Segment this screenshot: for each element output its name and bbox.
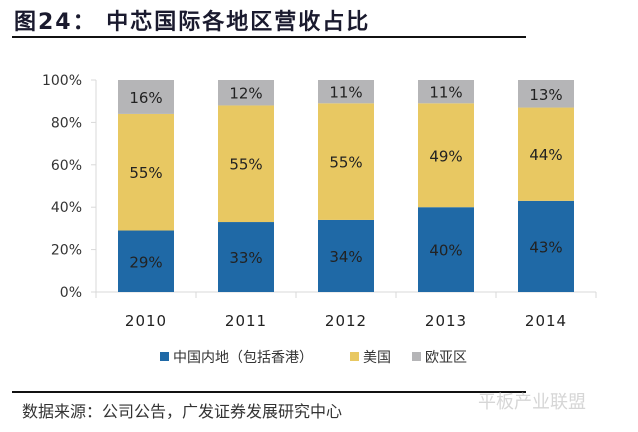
- data-label: 11%: [329, 84, 362, 102]
- bar-segment: [118, 113, 174, 231]
- bar-segment: [518, 80, 574, 108]
- bar-segment: [118, 230, 174, 292]
- y-tick-label: 100%: [42, 73, 82, 89]
- x-tick-label: 2012: [325, 312, 367, 330]
- legend-label: 欧亚区: [425, 350, 467, 366]
- data-label: 34%: [329, 248, 362, 266]
- y-tick-label: 20%: [51, 243, 82, 259]
- stacked-bar-chart: 0% 20% 40% 60% 80% 100% 29% 55% 16% 2010 33% 55% 12%…: [42, 73, 597, 366]
- data-label: 55%: [329, 154, 362, 172]
- x-tick-label: 2010: [125, 312, 167, 330]
- x-tick-label: 2014: [525, 312, 567, 330]
- bar-segment: [318, 103, 374, 220]
- y-tick-label: 0%: [60, 285, 82, 301]
- bar-segment: [418, 80, 474, 104]
- data-label: 29%: [129, 253, 162, 271]
- data-label: 55%: [229, 156, 262, 174]
- y-tick-label: 40%: [51, 200, 82, 216]
- footer-divider: [12, 391, 526, 393]
- bar-segment: [518, 200, 574, 292]
- title-divider: [12, 36, 526, 38]
- bar-segment: [418, 103, 474, 208]
- y-tick-label: 60%: [51, 158, 82, 174]
- chart-title: 图24： 中芯国际各地区营收占比: [14, 10, 371, 35]
- data-label: 16%: [129, 89, 162, 107]
- bar-segment: [218, 105, 274, 223]
- bar-segment: [318, 219, 374, 292]
- data-source: 数据来源：公司公告，广发证券发展研究中心: [22, 402, 343, 421]
- bar-segment: [218, 80, 274, 106]
- bar-segment: [218, 222, 274, 292]
- x-tick-label: 2013: [425, 312, 467, 330]
- legend-swatch: [160, 352, 169, 361]
- bar-segment: [118, 80, 174, 114]
- bar-segment: [318, 80, 374, 104]
- legend-swatch: [350, 352, 359, 361]
- legend-label: 中国内地（包括香港）: [173, 350, 313, 366]
- data-label: 40%: [429, 242, 462, 260]
- legend-swatch: [412, 352, 421, 361]
- watermark: 平板产业联盟: [478, 392, 586, 413]
- legend-label: 美国: [363, 350, 391, 366]
- data-label: 33%: [229, 249, 262, 267]
- data-label: 49%: [429, 147, 462, 165]
- y-tick-label: 80%: [51, 115, 82, 131]
- data-label: 55%: [129, 164, 162, 182]
- data-label: 12%: [229, 85, 262, 103]
- data-label: 43%: [529, 238, 562, 256]
- bar-segment: [518, 107, 574, 201]
- bar-segment: [418, 207, 474, 292]
- data-label: 11%: [429, 84, 462, 102]
- x-tick-label: 2011: [225, 312, 267, 330]
- data-label: 13%: [529, 86, 562, 104]
- data-label: 44%: [529, 146, 562, 164]
